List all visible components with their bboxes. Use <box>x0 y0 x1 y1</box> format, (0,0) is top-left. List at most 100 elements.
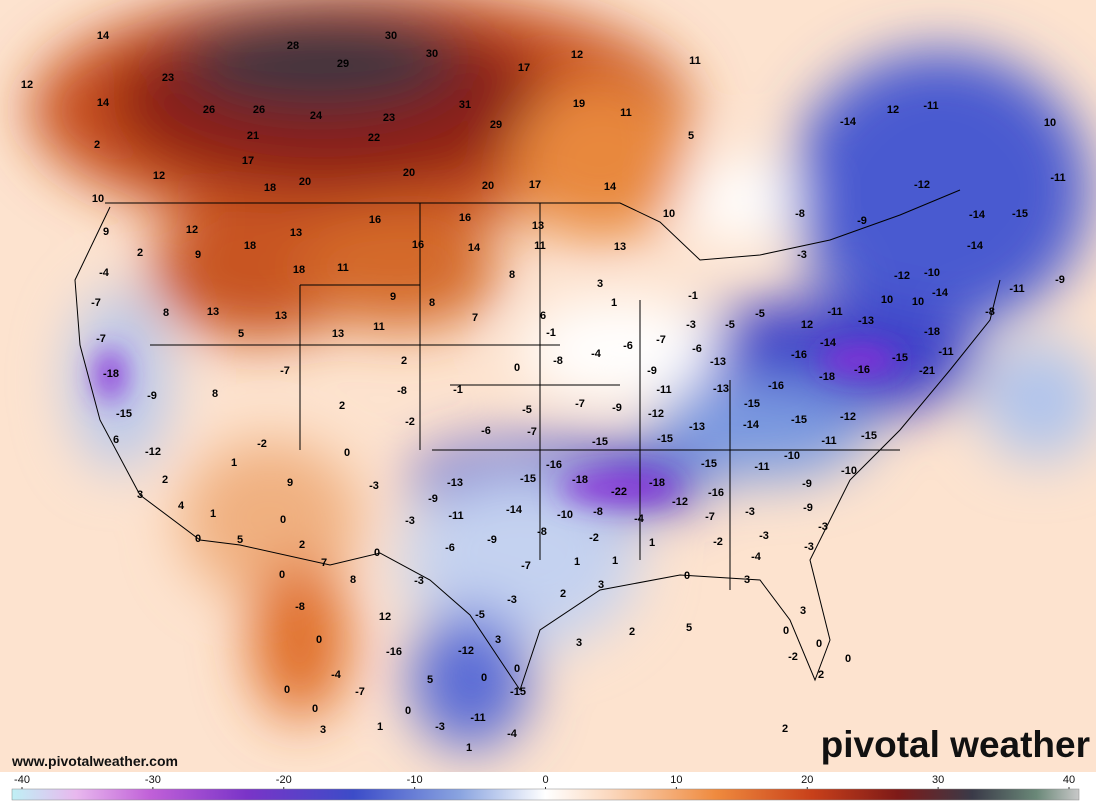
station-value: -11 <box>827 306 842 318</box>
station-value: 26 <box>253 104 265 116</box>
station-value: 9 <box>195 249 201 261</box>
station-value: -7 <box>705 511 715 523</box>
station-value: -10 <box>924 267 940 279</box>
station-value: -18 <box>819 371 835 383</box>
station-value: -22 <box>611 486 627 498</box>
station-value: 12 <box>153 170 165 182</box>
station-value: 13 <box>207 306 219 318</box>
station-value: -3 <box>369 480 379 492</box>
colorbar-tick-label: 20 <box>801 774 813 786</box>
station-value: 0 <box>684 570 690 582</box>
station-value: 2 <box>162 474 168 486</box>
station-value: -10 <box>557 509 573 521</box>
station-value: -7 <box>527 426 537 438</box>
station-value: 3 <box>320 724 326 736</box>
station-value: 26 <box>203 104 215 116</box>
station-value: 20 <box>482 180 494 192</box>
station-value: 5 <box>427 674 433 686</box>
station-value: -4 <box>507 728 518 740</box>
station-value: -3 <box>759 530 769 542</box>
station-value: 0 <box>514 663 520 675</box>
station-value: -11 <box>448 510 463 522</box>
station-value: 21 <box>247 130 259 142</box>
colorbar-tick-label: 40 <box>1063 774 1075 786</box>
colorbar-tick-label: -10 <box>407 774 423 786</box>
station-value: -4 <box>751 551 762 563</box>
station-value: 8 <box>509 269 515 281</box>
station-value: 5 <box>688 130 694 142</box>
station-value: 0 <box>481 672 487 684</box>
colorbar-tick-label: 30 <box>932 774 944 786</box>
station-value: -15 <box>744 398 760 410</box>
station-value: -18 <box>649 477 665 489</box>
station-value: -6 <box>623 340 633 352</box>
station-value: -14 <box>967 240 984 252</box>
station-value: 18 <box>293 264 305 276</box>
station-value: 18 <box>264 182 276 194</box>
station-value: 28 <box>287 40 299 52</box>
colorbar-tick-label: -20 <box>276 774 292 786</box>
station-value: -9 <box>147 390 157 402</box>
station-value: 2 <box>137 247 143 259</box>
station-value: -14 <box>743 419 760 431</box>
station-value: 0 <box>405 705 411 717</box>
station-value: 8 <box>429 297 435 309</box>
station-value: 12 <box>887 104 899 116</box>
station-value: 1 <box>611 297 617 309</box>
station-value: 1 <box>612 555 618 567</box>
station-value: 11 <box>689 55 701 67</box>
station-value: -9 <box>857 215 867 227</box>
station-value: -8 <box>295 601 305 613</box>
station-value: 10 <box>92 193 104 205</box>
station-value: -4 <box>99 267 110 279</box>
station-value: -11 <box>470 712 485 724</box>
temperature-field <box>0 0 1096 772</box>
station-value: 13 <box>332 328 344 340</box>
station-value: 10 <box>912 296 924 308</box>
station-value: 1 <box>377 721 383 733</box>
station-value: -9 <box>428 493 438 505</box>
station-value: 24 <box>310 110 323 122</box>
station-value: -4 <box>634 513 645 525</box>
station-value: -15 <box>510 686 526 698</box>
station-value: -6 <box>481 425 491 437</box>
station-value: -7 <box>355 686 365 698</box>
station-value: -13 <box>713 383 729 395</box>
station-value: -16 <box>386 646 402 658</box>
station-value: 20 <box>403 167 415 179</box>
station-value: 30 <box>385 30 397 42</box>
station-value: -1 <box>546 327 556 339</box>
station-value: 0 <box>374 547 380 559</box>
station-value: 8 <box>350 574 356 586</box>
station-value: -6 <box>445 542 455 554</box>
colorbar-tick-label: 0 <box>542 774 548 786</box>
station-value: 30 <box>426 48 438 60</box>
station-value: -15 <box>116 408 132 420</box>
station-value: -14 <box>820 337 837 349</box>
station-value: -21 <box>919 365 935 377</box>
station-value: -2 <box>405 416 415 428</box>
station-value: -7 <box>91 297 101 309</box>
station-value: 9 <box>390 291 396 303</box>
station-value: 12 <box>379 611 391 623</box>
station-value: 11 <box>373 321 385 333</box>
station-value: -15 <box>657 433 673 445</box>
station-value: -3 <box>435 721 445 733</box>
station-value: 9 <box>287 477 293 489</box>
colorbar-tick-label: 10 <box>670 774 682 786</box>
station-value: -12 <box>458 645 474 657</box>
station-value: 9 <box>103 226 109 238</box>
station-value: 7 <box>321 557 327 569</box>
station-value: -8 <box>553 355 563 367</box>
station-value: 18 <box>244 240 256 252</box>
station-value: -7 <box>575 398 585 410</box>
station-value: -5 <box>475 609 485 621</box>
station-value: -9 <box>802 478 812 490</box>
station-value: 1 <box>466 742 472 754</box>
station-value: -2 <box>257 438 267 450</box>
station-value: 1 <box>231 457 237 469</box>
station-value: -16 <box>768 380 784 392</box>
station-value: 13 <box>290 227 302 239</box>
station-value: 5 <box>686 622 692 634</box>
